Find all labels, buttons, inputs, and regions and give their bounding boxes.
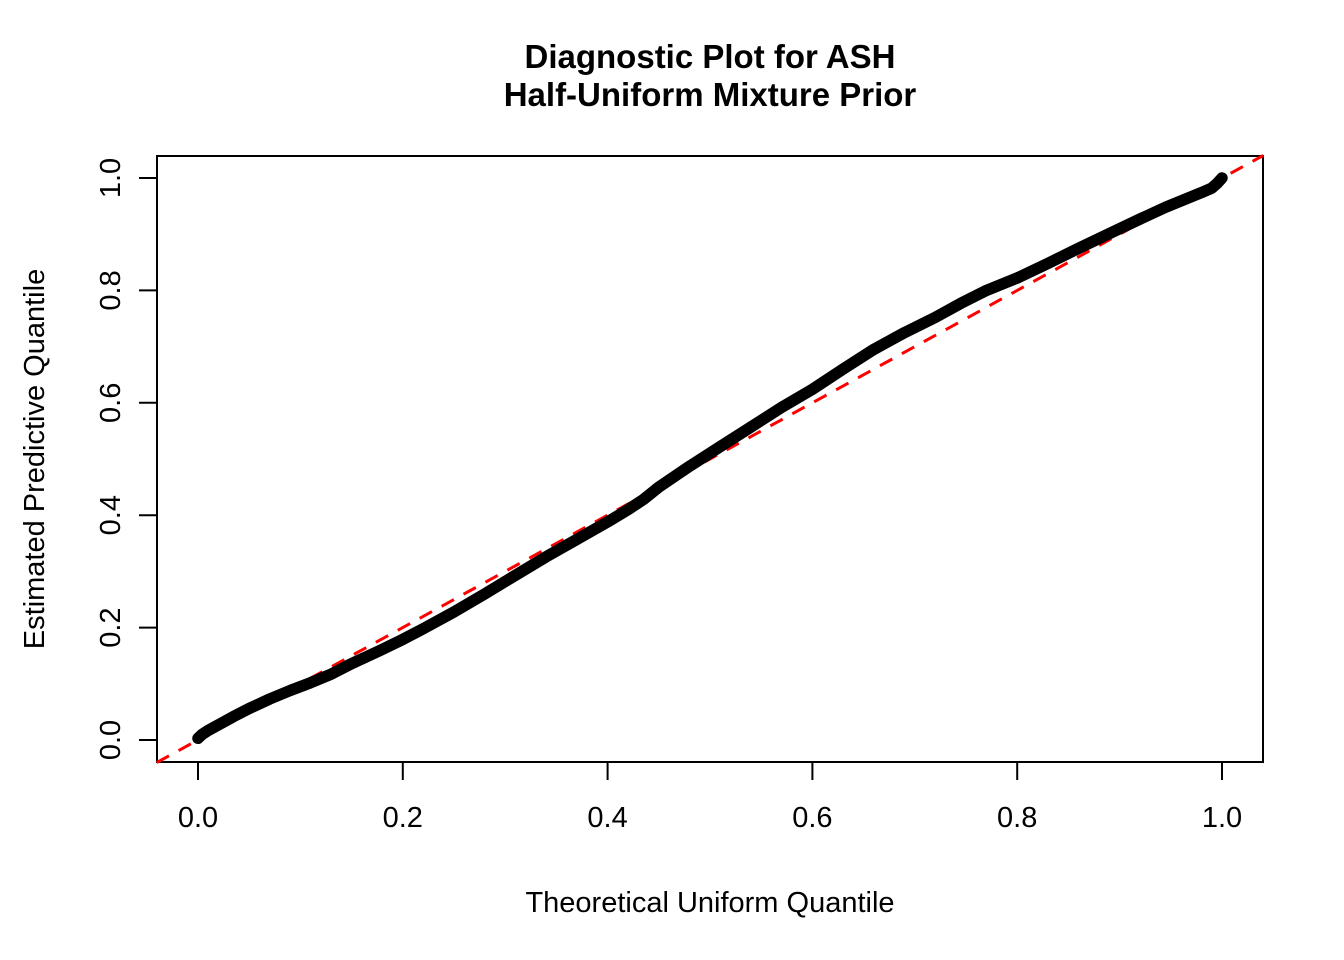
x-tick-label: 0.0 [178, 802, 218, 834]
y-axis-tick-labels: 0.0 0.2 0.4 0.6 0.8 1.0 [95, 158, 127, 760]
x-axis-tick-labels: 0.0 0.2 0.4 0.6 0.8 1.0 [178, 802, 1242, 834]
qq-curve [192, 172, 1228, 745]
y-axis-tick-marks [139, 177, 157, 741]
x-axis-title: Theoretical Uniform Quantile [525, 887, 894, 919]
plot-frame [156, 155, 1264, 763]
x-tick-label: 1.0 [1202, 802, 1242, 834]
y-tick-label: 0.0 [95, 720, 127, 760]
chart-title-line2: Half-Uniform Mixture Prior [504, 76, 917, 113]
y-axis-title: Estimated Predictive Quantile [19, 269, 51, 649]
x-tick-label: 0.8 [997, 802, 1037, 834]
y-tick-label: 0.6 [95, 383, 127, 423]
x-axis-tick-marks [197, 762, 1223, 780]
x-tick-label: 0.2 [383, 802, 423, 834]
y-tick-label: 0.8 [95, 270, 127, 310]
y-tick-label: 0.2 [95, 607, 127, 647]
x-tick-label: 0.6 [792, 802, 832, 834]
x-tick-label: 0.4 [587, 802, 627, 834]
y-tick-label: 1.0 [95, 158, 127, 198]
chart-title-line1: Diagnostic Plot for ASH [525, 38, 896, 75]
y-tick-label: 0.4 [95, 495, 127, 535]
